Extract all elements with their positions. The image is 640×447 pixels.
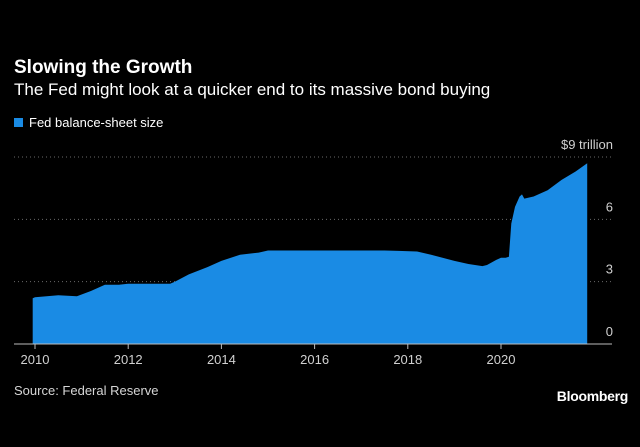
x-tick-label-2014: 2014: [207, 352, 236, 367]
x-tick-label-2020: 2020: [487, 352, 516, 367]
chart-title: Slowing the Growth: [14, 57, 193, 78]
legend-swatch: [14, 118, 23, 127]
area-series-0: [32, 163, 588, 344]
chart-legend: Fed balance-sheet size: [14, 115, 163, 130]
chart-subtitle: The Fed might look at a quicker end to i…: [14, 80, 491, 99]
x-tick-label-2010: 2010: [21, 352, 50, 367]
source-note: Source: Federal Reserve: [14, 383, 159, 398]
bloomberg-logo: Bloomberg: [556, 388, 629, 404]
y-tick-label-3: 3: [606, 262, 613, 277]
y-tick-label-0: 0: [606, 324, 613, 339]
y-tick-label-6: 6: [606, 199, 613, 214]
x-tick-label-2018: 2018: [393, 352, 422, 367]
y-tick-label-9: $9 trillion: [561, 137, 613, 152]
legend-label: Fed balance-sheet size: [29, 115, 164, 130]
x-tick-label-2012: 2012: [114, 352, 143, 367]
x-tick-label-2016: 2016: [300, 352, 329, 367]
